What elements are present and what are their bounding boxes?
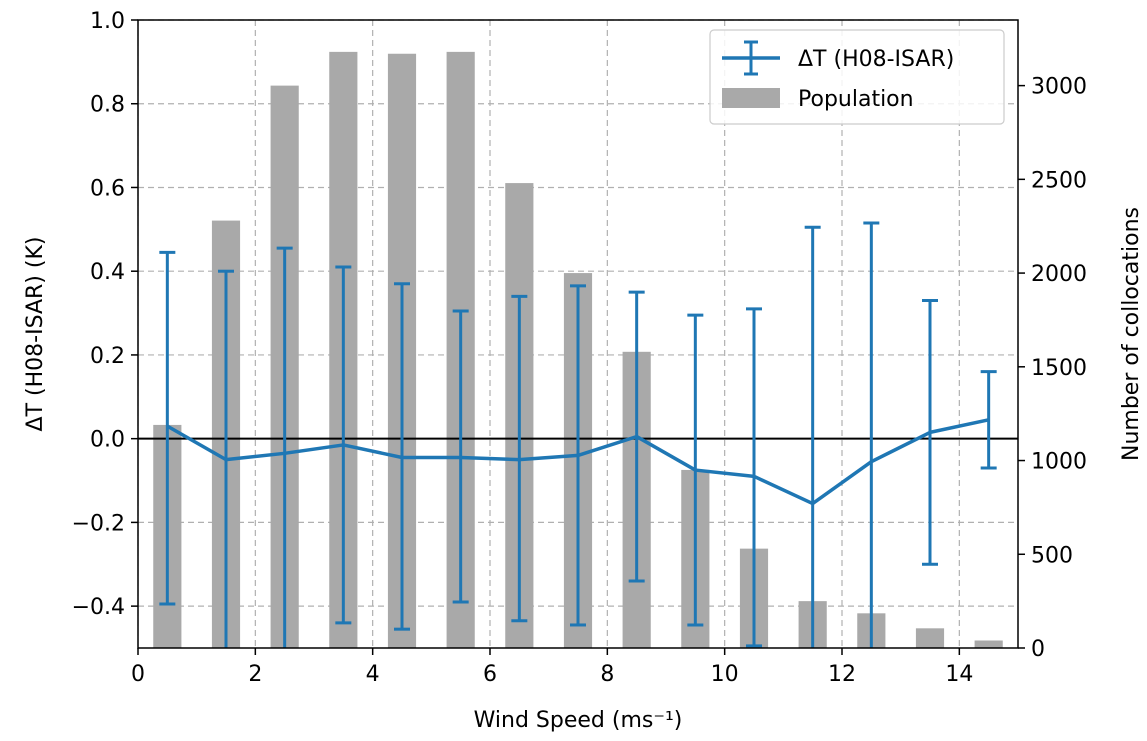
left-y-tick-label: −0.2: [72, 511, 125, 536]
right-y-tick-label: 2000: [1031, 262, 1087, 287]
delta-t-line: [166, 418, 990, 506]
x-tick-label: 6: [483, 662, 497, 687]
right-y-tick-label: 1500: [1031, 356, 1087, 381]
x-axis-ticks: 0 2 4 6 8 10 12 14: [131, 648, 973, 687]
x-axis-label: Wind Speed (ms⁻¹): [474, 708, 683, 733]
right-y-tick-label: 2500: [1031, 168, 1087, 193]
left-y-tick-label: 0.6: [90, 176, 125, 201]
x-tick-label: 4: [366, 662, 380, 687]
left-y-tick-label: 0.2: [90, 344, 125, 369]
right-y-axis-ticks: 0 500 1000 1500 2000 2500 3000: [1018, 75, 1087, 662]
left-y-tick-label: 0.8: [90, 93, 125, 118]
population-bar: [974, 640, 1003, 648]
x-tick-label: 8: [600, 662, 614, 687]
delta-t-series: [159, 221, 997, 648]
right-y-tick-label: 500: [1031, 543, 1073, 568]
right-y-axis-label: Number of collocations: [1119, 207, 1144, 461]
legend-bar-swatch: [722, 88, 780, 108]
right-y-tick-label: 3000: [1031, 75, 1087, 100]
left-y-axis-ticks: −0.4 −0.2 0.0 0.2 0.4 0.6 0.8 1.0: [72, 9, 138, 620]
left-y-tick-label: −0.4: [72, 595, 125, 620]
x-tick-label: 12: [828, 662, 856, 687]
legend-line-swatch: [722, 40, 780, 76]
left-y-axis-label: ΔT (H08-ISAR) (K): [23, 237, 48, 432]
x-tick-label: 10: [711, 662, 739, 687]
left-y-tick-label: 0.0: [90, 428, 125, 453]
plot-frame: [137, 19, 1019, 649]
left-y-tick-label: 1.0: [90, 9, 125, 34]
legend-box: [709, 29, 1005, 125]
x-tick-label: 14: [945, 662, 973, 687]
x-tick-label: 0: [131, 662, 145, 687]
population-bar: [915, 628, 945, 648]
legend-label-population: Population: [798, 87, 914, 112]
x-tick-label: 2: [248, 662, 262, 687]
left-y-tick-label: 0.4: [90, 260, 125, 285]
right-y-tick-label: 0: [1031, 637, 1045, 662]
legend: ΔT (H08-ISAR) Population: [709, 29, 1005, 125]
right-y-tick-label: 1000: [1031, 450, 1087, 475]
legend-label-delta-t: ΔT (H08-ISAR): [798, 47, 954, 72]
